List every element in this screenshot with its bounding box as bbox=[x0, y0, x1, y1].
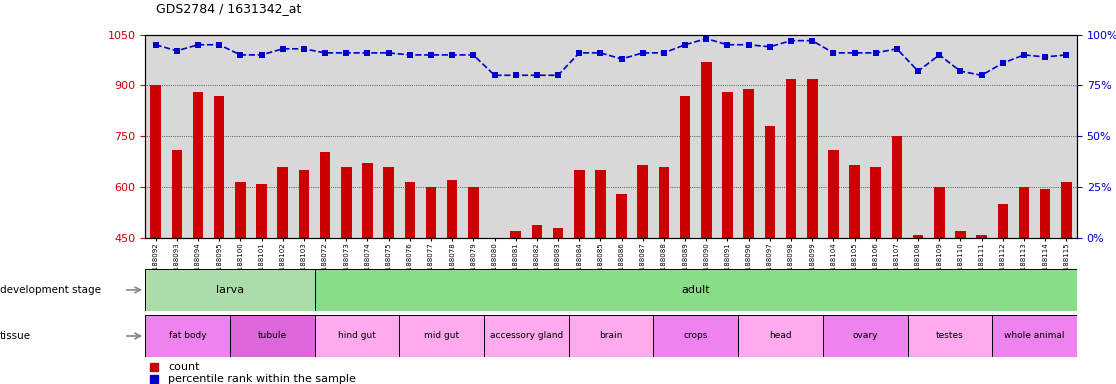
Bar bbox=[658, 167, 670, 238]
Bar bbox=[446, 180, 458, 238]
Bar bbox=[315, 315, 400, 357]
Bar bbox=[145, 315, 230, 357]
Bar bbox=[151, 86, 161, 238]
Bar bbox=[315, 269, 1077, 311]
Text: tissue: tissue bbox=[0, 331, 31, 341]
Bar bbox=[595, 170, 606, 238]
Bar bbox=[934, 187, 944, 238]
Bar bbox=[193, 92, 203, 238]
Bar bbox=[955, 231, 965, 238]
Bar bbox=[738, 315, 822, 357]
Bar bbox=[145, 269, 315, 311]
Bar bbox=[849, 165, 859, 238]
Bar bbox=[574, 170, 585, 238]
Bar bbox=[425, 187, 436, 238]
Bar bbox=[907, 315, 992, 357]
Bar bbox=[383, 167, 394, 238]
Bar bbox=[637, 165, 648, 238]
Text: crops: crops bbox=[683, 331, 708, 341]
Bar bbox=[299, 170, 309, 238]
Text: GDS2784 / 1631342_at: GDS2784 / 1631342_at bbox=[156, 2, 301, 15]
Bar bbox=[722, 92, 733, 238]
Text: tubule: tubule bbox=[258, 331, 287, 341]
Bar bbox=[1061, 182, 1071, 238]
Text: larva: larva bbox=[215, 285, 244, 295]
Text: fat body: fat body bbox=[169, 331, 206, 341]
Text: mid gut: mid gut bbox=[424, 331, 459, 341]
Bar bbox=[404, 182, 415, 238]
Bar bbox=[807, 79, 818, 238]
Bar bbox=[616, 194, 627, 238]
Bar bbox=[913, 235, 923, 238]
Bar bbox=[230, 315, 315, 357]
Bar bbox=[278, 167, 288, 238]
Bar bbox=[870, 167, 881, 238]
Bar bbox=[828, 150, 839, 238]
Bar bbox=[320, 152, 330, 238]
Bar bbox=[510, 231, 521, 238]
Text: count: count bbox=[169, 361, 200, 372]
Bar bbox=[701, 62, 712, 238]
Bar bbox=[1019, 187, 1029, 238]
Bar bbox=[214, 96, 224, 238]
Bar bbox=[1040, 189, 1050, 238]
Bar bbox=[786, 79, 797, 238]
Text: head: head bbox=[769, 331, 791, 341]
Bar bbox=[653, 315, 738, 357]
Bar bbox=[531, 225, 542, 238]
Text: development stage: development stage bbox=[0, 285, 102, 295]
Bar bbox=[764, 126, 776, 238]
Bar bbox=[743, 89, 754, 238]
Bar bbox=[998, 204, 1008, 238]
Bar bbox=[172, 150, 182, 238]
Text: hind gut: hind gut bbox=[338, 331, 376, 341]
Text: percentile rank within the sample: percentile rank within the sample bbox=[169, 374, 356, 384]
Bar bbox=[892, 136, 902, 238]
Bar bbox=[235, 182, 246, 238]
Bar bbox=[341, 167, 352, 238]
Text: testes: testes bbox=[936, 331, 964, 341]
Bar bbox=[400, 315, 484, 357]
Bar bbox=[569, 315, 653, 357]
Text: accessory gland: accessory gland bbox=[490, 331, 562, 341]
Bar bbox=[992, 315, 1077, 357]
Text: ovary: ovary bbox=[853, 331, 878, 341]
Bar bbox=[468, 187, 479, 238]
Bar bbox=[552, 228, 564, 238]
Text: whole animal: whole animal bbox=[1004, 331, 1065, 341]
Bar bbox=[363, 164, 373, 238]
Bar bbox=[822, 315, 907, 357]
Bar bbox=[976, 235, 987, 238]
Text: adult: adult bbox=[682, 285, 710, 295]
Bar bbox=[484, 315, 569, 357]
Text: brain: brain bbox=[599, 331, 623, 341]
Bar bbox=[680, 96, 691, 238]
Bar bbox=[257, 184, 267, 238]
